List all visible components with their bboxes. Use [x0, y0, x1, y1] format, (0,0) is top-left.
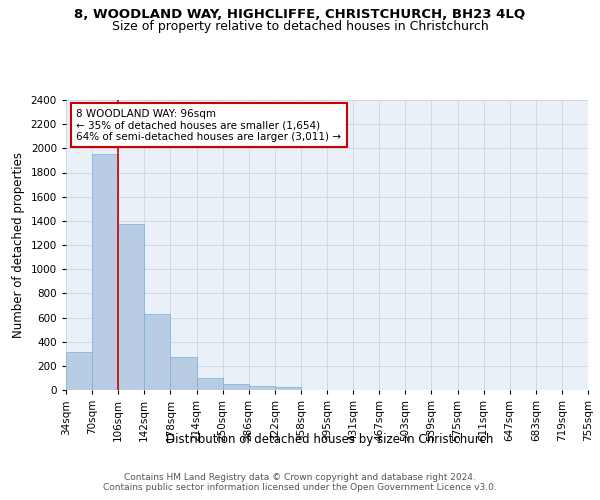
Bar: [92, 154, 118, 390]
Bar: [118, 224, 145, 390]
Text: 8 WOODLAND WAY: 96sqm
← 35% of detached houses are smaller (1,654)
64% of semi-d: 8 WOODLAND WAY: 96sqm ← 35% of detached …: [76, 108, 341, 142]
Bar: [197, 378, 223, 390]
Text: Contains HM Land Registry data © Crown copyright and database right 2024.
Contai: Contains HM Land Registry data © Crown c…: [103, 472, 497, 492]
Bar: [170, 357, 197, 390]
Bar: [145, 314, 170, 390]
Bar: [223, 384, 249, 390]
Text: Distribution of detached houses by size in Christchurch: Distribution of detached houses by size …: [166, 432, 494, 446]
Y-axis label: Number of detached properties: Number of detached properties: [12, 152, 25, 338]
Text: Size of property relative to detached houses in Christchurch: Size of property relative to detached ho…: [112, 20, 488, 33]
Bar: [249, 386, 275, 390]
Text: 8, WOODLAND WAY, HIGHCLIFFE, CHRISTCHURCH, BH23 4LQ: 8, WOODLAND WAY, HIGHCLIFFE, CHRISTCHURC…: [74, 8, 526, 20]
Bar: [275, 387, 301, 390]
Bar: [66, 352, 92, 390]
